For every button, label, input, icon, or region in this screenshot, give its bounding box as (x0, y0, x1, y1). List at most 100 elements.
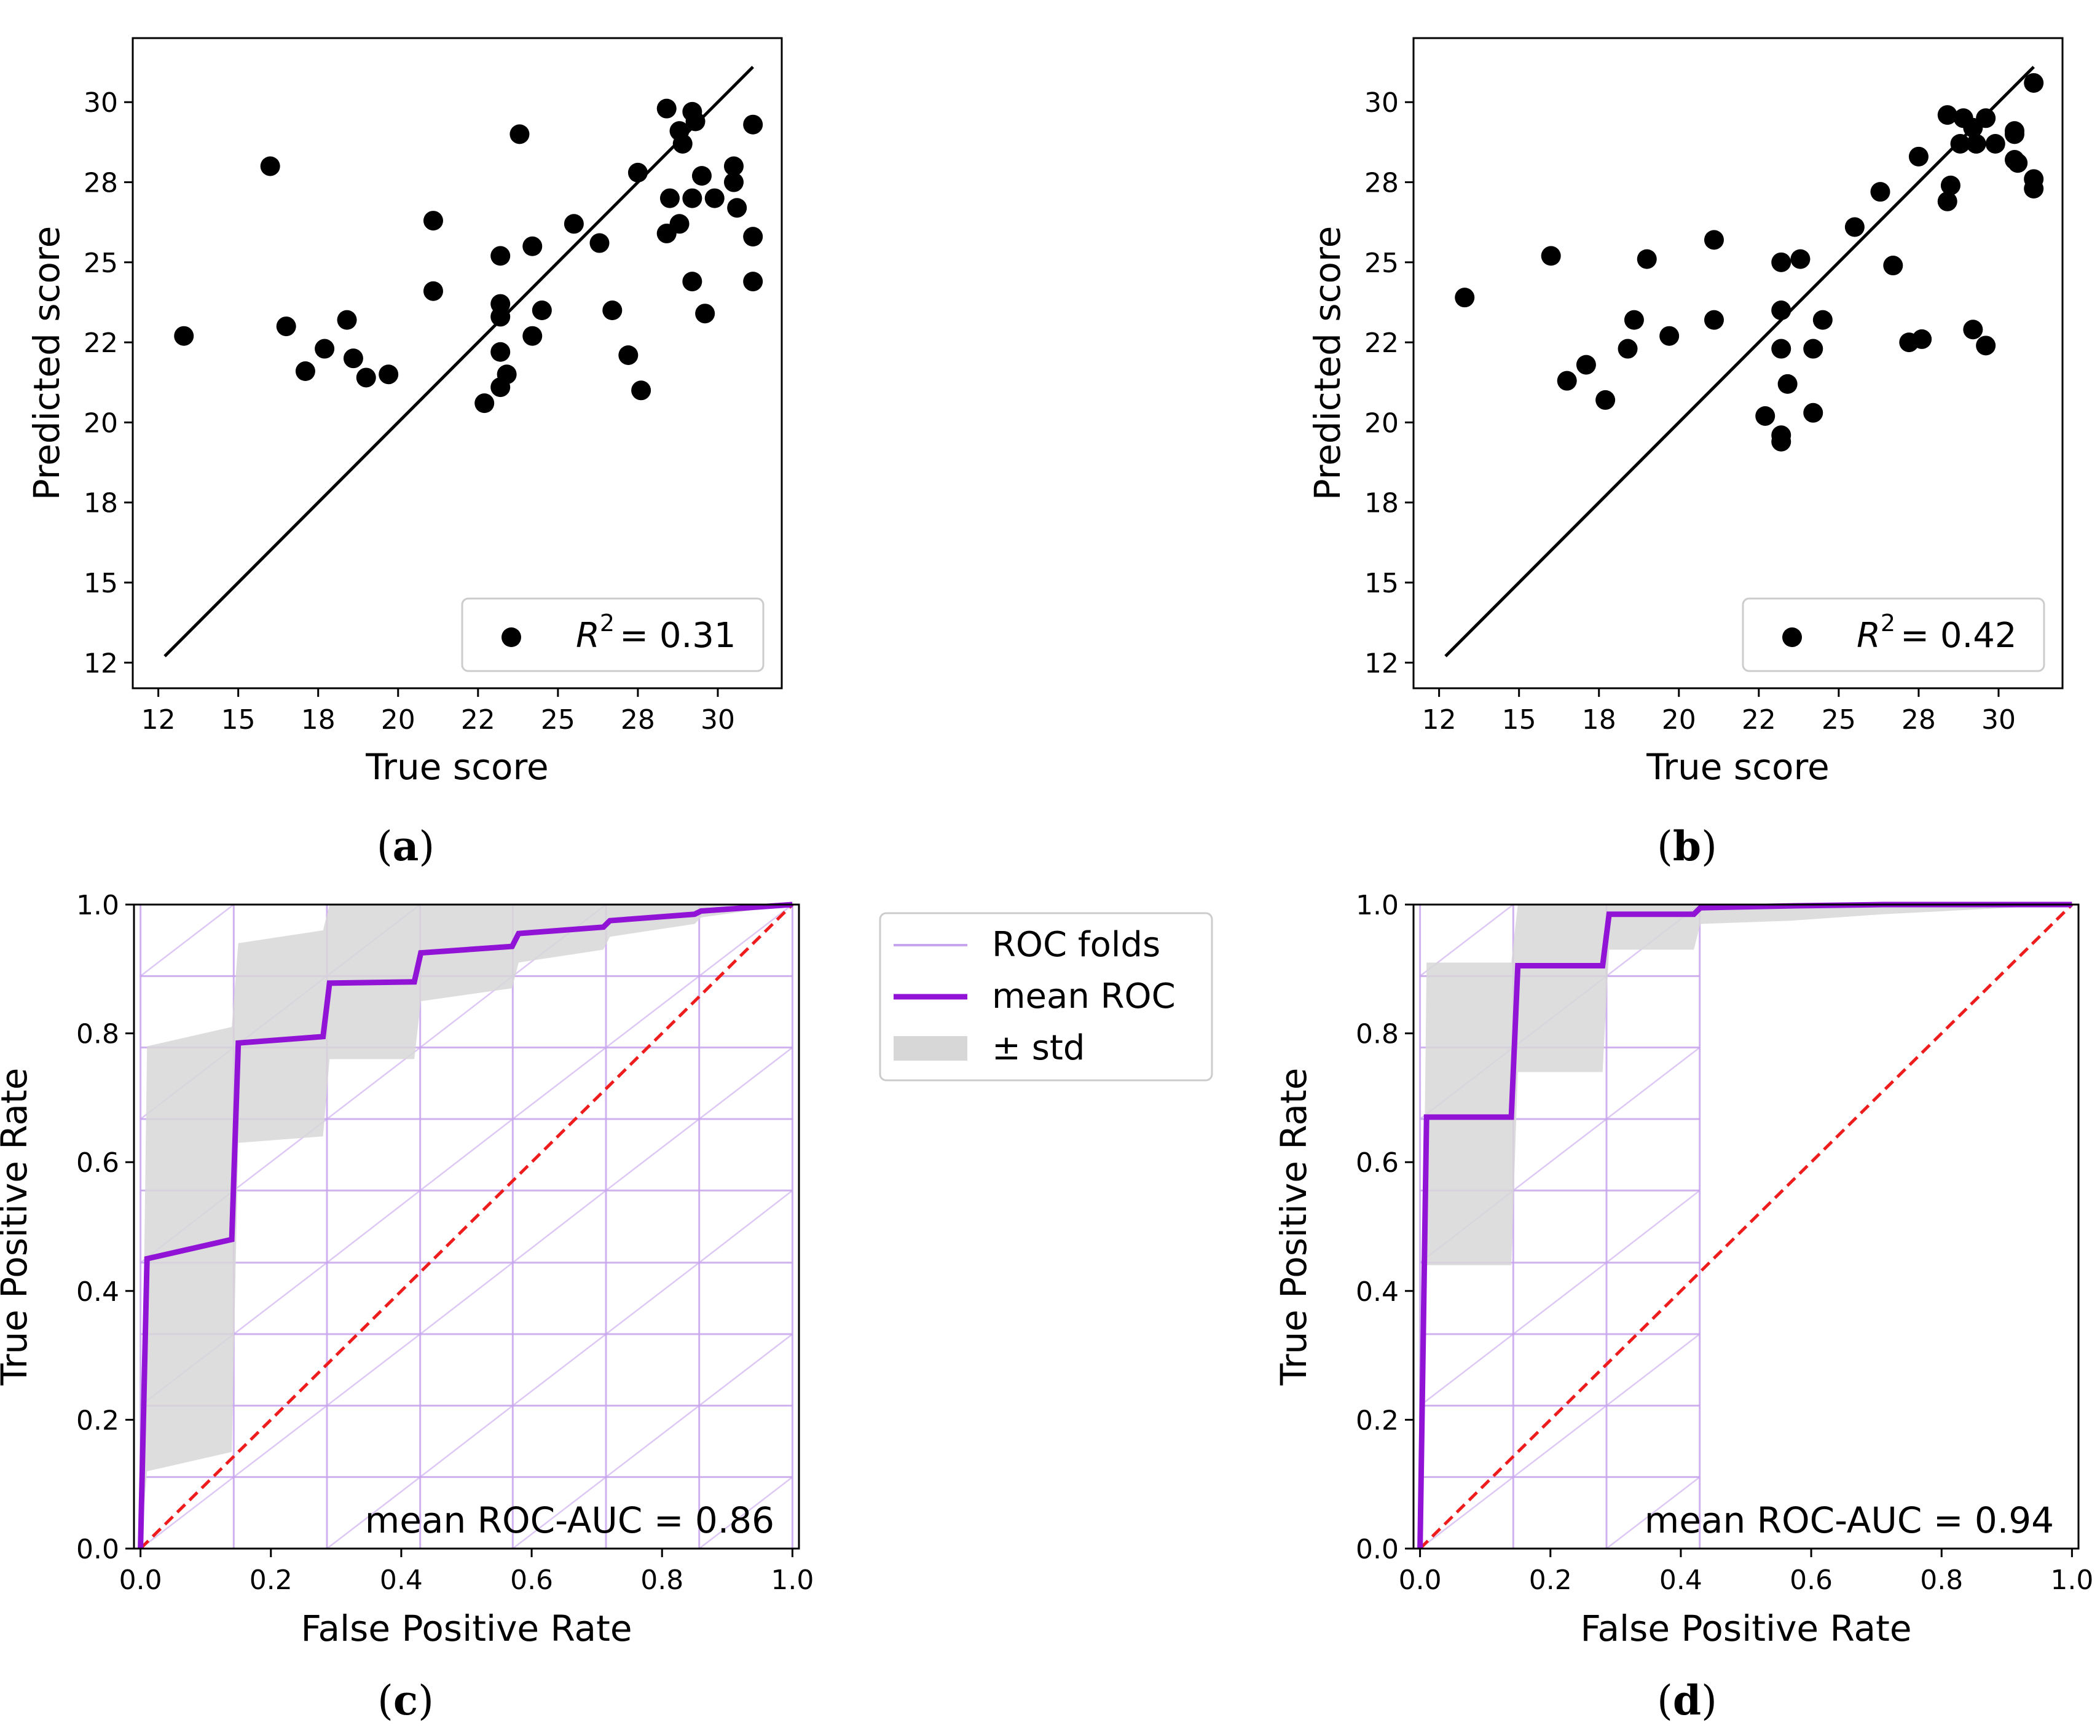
fold-line (1419, 1333, 1514, 1407)
legend-value: = 0.42 (1900, 616, 2016, 656)
plot-frame (1412, 37, 2064, 689)
fold-line (512, 1333, 607, 1407)
data-point (685, 111, 706, 132)
fold-line (1512, 1262, 1607, 1335)
fold-line (605, 1262, 700, 1335)
chance-line (1418, 903, 2074, 1550)
fold-line (605, 975, 700, 1048)
legend-label: ROC folds (992, 925, 1160, 965)
panel-caption: (b) (1657, 822, 1717, 870)
data-point (743, 227, 763, 247)
x-tick-label: 30 (701, 704, 735, 736)
std-band (140, 905, 793, 1549)
data-point (1595, 390, 1616, 410)
data-point (174, 326, 194, 346)
data-point (2024, 73, 2044, 93)
fold-line (233, 1262, 328, 1335)
data-point (1771, 252, 1791, 272)
data-point (723, 156, 744, 176)
data-point (474, 393, 495, 414)
y-tick-label: 20 (84, 407, 118, 439)
x-tick-label: 0.2 (250, 1565, 293, 1596)
y-tick-label: 0.0 (1356, 1534, 1399, 1565)
fold-line (698, 1333, 793, 1407)
plot-frame (133, 903, 800, 1550)
data-point (490, 307, 511, 327)
data-point (631, 380, 651, 401)
y-tick-label: 0.4 (76, 1276, 119, 1308)
data-point (1576, 355, 1596, 375)
data-point (343, 348, 363, 369)
x-tick-label: 20 (1662, 704, 1696, 736)
data-point (1771, 339, 1791, 359)
data-point (1963, 320, 1983, 340)
data-point (1541, 246, 1561, 266)
data-point (522, 326, 543, 346)
legend-label: ± std (992, 1028, 1085, 1068)
y-tick-label: 0.6 (1356, 1147, 1399, 1179)
mean-roc-line (138, 901, 793, 1549)
data-point (1870, 182, 1890, 202)
y-tick-label: 0.4 (1356, 1276, 1399, 1308)
fold-line (233, 1405, 328, 1478)
fold-line (512, 1476, 607, 1549)
fold-line (1512, 1118, 1607, 1192)
data-point (704, 188, 725, 208)
data-point (1771, 300, 1791, 321)
data-point (1812, 310, 1833, 330)
data-point (1940, 175, 1960, 195)
x-tick-label: 15 (1502, 704, 1536, 736)
x-tick-label: 0.4 (380, 1565, 423, 1596)
caption-close: ) (1701, 1677, 1717, 1724)
y-tick-label: 22 (1364, 328, 1399, 359)
data-point (1455, 288, 1475, 308)
fold-line (326, 1047, 421, 1120)
data-point (682, 272, 702, 292)
panel-caption: (d) (1657, 1676, 1717, 1724)
legend-superscript: 2 (600, 610, 615, 637)
panel-caption: (c) (377, 1676, 434, 1724)
x-tick-label: 0.6 (510, 1565, 553, 1596)
x-tick-label: 20 (381, 704, 415, 736)
x-tick-label: 25 (541, 704, 575, 736)
data-point (1557, 371, 1577, 391)
data-point (1771, 431, 1791, 452)
data-point (260, 156, 280, 176)
y-tick-label: 0.6 (76, 1147, 119, 1179)
caption-open: ( (377, 1677, 393, 1724)
data-point (1755, 406, 1776, 426)
caption-close: ) (1701, 823, 1717, 870)
data-point (682, 188, 702, 208)
data-point (1624, 310, 1644, 330)
y-tick-label: 30 (1364, 87, 1399, 119)
roc-legend: ROC folds mean ROC ± std (879, 912, 1213, 1082)
data-point (1966, 133, 1986, 154)
data-point (743, 272, 763, 292)
fold-line (605, 1405, 700, 1478)
auc-annotation: mean ROC-AUC = 0.86 (365, 1499, 774, 1541)
data-point (743, 114, 763, 135)
x-tick-label: 15 (221, 704, 256, 736)
data-point (727, 198, 747, 218)
data-point (2004, 124, 2024, 144)
legend-swatch-band (894, 1036, 967, 1061)
legend-r: R (1857, 616, 1881, 656)
data-point (1883, 256, 1903, 276)
caption-open: ( (1657, 1677, 1673, 1724)
caption-close: ) (418, 1677, 434, 1724)
data-point (627, 162, 648, 183)
fold-line (1606, 1047, 1701, 1120)
x-axis-label: True score (1646, 746, 1829, 788)
fold-line (419, 1405, 514, 1478)
y-tick-label: 15 (84, 568, 118, 599)
data-point (669, 214, 690, 234)
data-point (695, 304, 715, 324)
data-point (2024, 178, 2044, 198)
data-point (532, 300, 552, 321)
fold-line (698, 1190, 793, 1263)
data-point (1803, 339, 1823, 359)
fold-line (698, 904, 793, 977)
fold-line (326, 1190, 421, 1263)
data-point (1704, 230, 1724, 250)
fold-line (1606, 1476, 1701, 1549)
